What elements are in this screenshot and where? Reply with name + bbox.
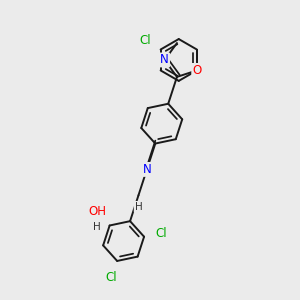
Text: OH: OH [88, 205, 106, 218]
Text: O: O [192, 64, 202, 77]
Text: N: N [142, 163, 151, 176]
Text: N: N [160, 53, 169, 67]
Text: H: H [135, 202, 142, 212]
Text: Cl: Cl [156, 226, 167, 239]
Text: Cl: Cl [106, 272, 118, 284]
Text: H: H [93, 222, 101, 232]
Text: Cl: Cl [140, 34, 151, 47]
